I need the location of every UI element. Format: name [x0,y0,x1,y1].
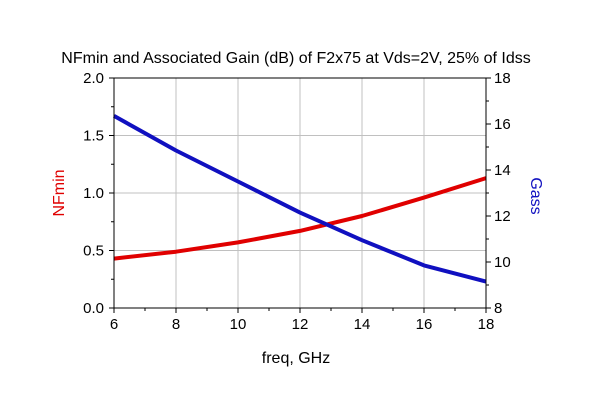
series-line-gass [113,114,487,284]
y-right-tick-label: 8 [494,300,502,317]
chart-title: NFmin and Associated Gain (dB) of F2x75 … [61,50,530,67]
y-right-tick-label: 12 [494,208,511,225]
x-tick-label: 14 [354,316,371,333]
grid [114,78,486,308]
y-right-tick-label: 16 [494,116,511,133]
x-tick-label: 6 [110,316,118,333]
y-right-axis-title: Gass [527,177,544,214]
x-tick-label: 18 [478,316,495,333]
tick-labels: 6 8 10 12 14 16 18 0.0 0.5 1.0 1.5 2.0 8 10 12 14 16 18 [83,70,511,333]
y-left-tick-label: 0.0 [83,300,104,317]
x-axis-title: freq, GHz [262,350,330,367]
y-right-tick-label: 14 [494,162,511,179]
x-tick-label: 10 [230,316,247,333]
series-layer [113,114,487,284]
y-right-tick-label: 10 [494,254,511,271]
y-left-tick-label: 2.0 [83,70,104,87]
y-left-axis-title: NFmin [51,169,68,216]
y-left-tick-label: 0.5 [83,243,104,260]
x-tick-label: 16 [416,316,433,333]
x-tick-label: 12 [292,316,309,333]
y-left-tick-label: 1.5 [83,128,104,145]
y-right-tick-label: 18 [494,70,511,87]
tick-marks [109,77,491,313]
y-left-tick-label: 1.0 [83,185,104,202]
x-tick-label: 8 [172,316,180,333]
series-line-nfmin [113,176,487,261]
